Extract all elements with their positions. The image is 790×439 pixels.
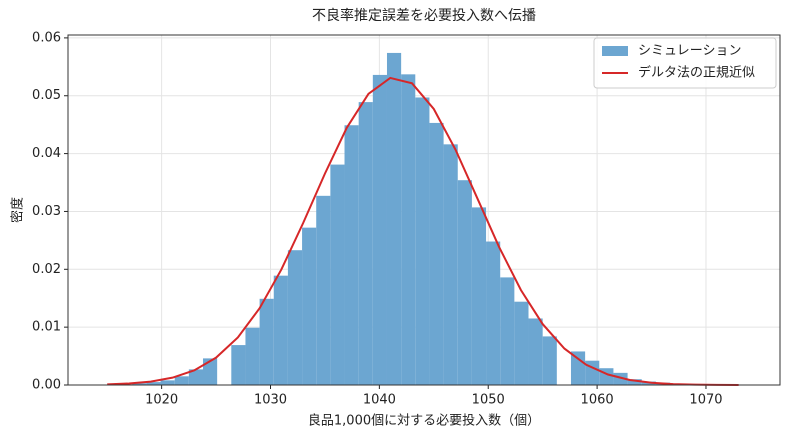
histogram-bar	[500, 277, 515, 385]
legend-label: デルタ法の正規近似	[638, 65, 755, 81]
y-tick-label: 0.05	[32, 88, 61, 103]
histogram-bar	[302, 227, 317, 385]
histogram-bar	[386, 52, 402, 385]
y-tick-label: 0.01	[32, 320, 61, 335]
y-tick-label: 0.04	[32, 146, 61, 161]
y-tick-label: 0.00	[32, 378, 61, 393]
histogram-bar	[528, 318, 543, 385]
legend-box	[593, 37, 777, 89]
x-axis-label: 良品1,000個に対する必要投入数（個）	[308, 413, 540, 429]
histogram-bar	[443, 144, 458, 385]
histogram-bar	[231, 345, 246, 385]
histogram-bar	[160, 380, 175, 385]
histogram-bar	[542, 336, 557, 385]
x-tick-label: 1070	[689, 393, 722, 408]
y-tick-label: 0.06	[32, 30, 61, 45]
histogram-bar	[202, 358, 218, 385]
legend-swatch	[602, 46, 628, 56]
x-tick-label: 1020	[145, 393, 178, 408]
histogram-bar	[132, 383, 147, 385]
y-axis-label: 密度	[10, 197, 26, 223]
y-tick-label: 0.03	[32, 204, 61, 219]
histogram-bar	[358, 102, 373, 386]
histogram-bar	[245, 327, 260, 385]
histogram-bar	[273, 275, 288, 385]
histogram-bar	[316, 195, 331, 385]
x-tick-label: 1040	[363, 393, 396, 408]
x-tick-label: 1050	[472, 393, 505, 408]
x-tick-label: 1060	[581, 393, 614, 408]
plot-frame	[67, 34, 781, 386]
histogram-bar	[415, 97, 430, 385]
histogram-bar	[514, 301, 529, 385]
histogram-bar	[627, 379, 642, 385]
histogram-bar	[259, 298, 274, 385]
histogram-bar	[174, 376, 189, 385]
histogram-bar	[372, 74, 387, 385]
histogram-bar	[401, 74, 416, 386]
histogram-bar	[457, 180, 472, 385]
histogram-bar	[429, 122, 444, 385]
histogram-bar	[330, 164, 345, 385]
histogram-bar	[287, 250, 303, 385]
legend-label: シミュレーション	[638, 44, 741, 59]
histogram-bar	[188, 369, 203, 385]
histogram-bar	[486, 241, 501, 385]
histogram-bar	[146, 382, 161, 385]
x-tick-label: 1030	[254, 393, 287, 408]
y-tick-label: 0.02	[32, 262, 61, 277]
histogram-bar	[471, 207, 487, 385]
histogram-bar	[570, 351, 586, 385]
chart-title: 不良率推定誤差を必要投入数へ伝播	[312, 7, 536, 24]
histogram-bar	[344, 125, 359, 386]
density-line	[107, 76, 739, 386]
